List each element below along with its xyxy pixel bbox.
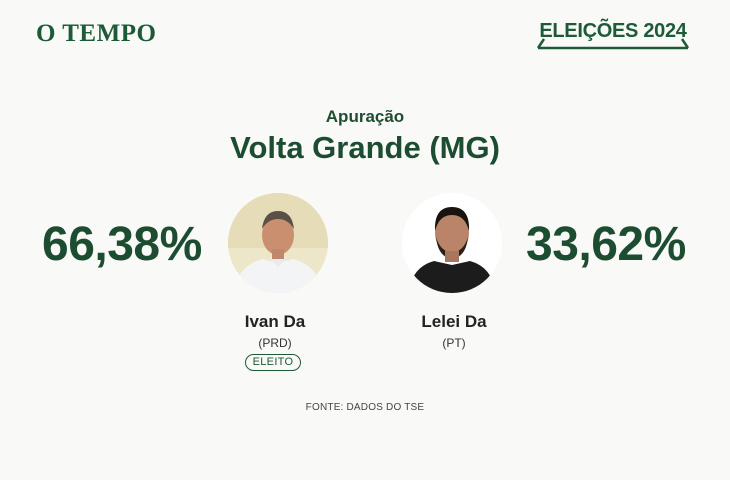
page-subtitle: Apuração [325, 107, 405, 126]
o-tempo-logo: O TEMPO [36, 20, 157, 47]
candidate-1-name: Ivan Da [244, 312, 306, 331]
badge-label: ELEIÇÕES 2024 [539, 20, 687, 42]
candidate-1-photo-icon [228, 193, 328, 293]
data-source: FONTE: DADOS DO TSE [305, 402, 425, 413]
candidate-1-percent: 66,38% [42, 218, 202, 271]
elected-badge: ELEITO [245, 354, 301, 371]
elections-2024-badge: ELEIÇÕES 2024 [536, 20, 690, 52]
badge-frame-icon [536, 38, 690, 50]
page-title: Volta Grande (MG) [230, 130, 500, 165]
candidate-2-party: (PT) [442, 336, 466, 350]
candidate-1-party: (PRD) [258, 336, 292, 350]
candidate-2-photo-icon [402, 193, 502, 293]
candidate-2-name: Lelei Da [421, 312, 487, 331]
candidate-2-percent: 33,62% [526, 218, 686, 271]
